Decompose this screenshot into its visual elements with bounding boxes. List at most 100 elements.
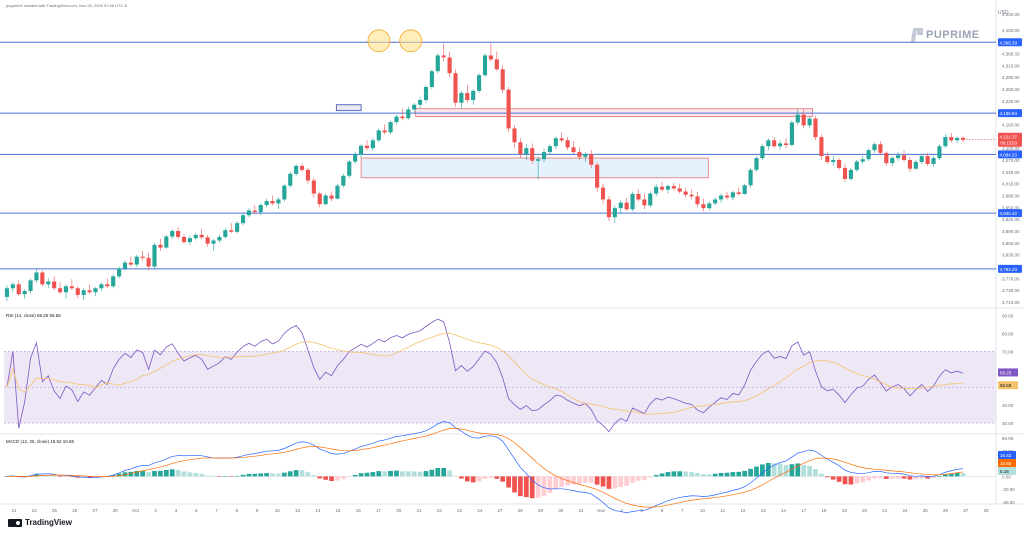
- candle-body: [223, 230, 228, 237]
- candle-body: [943, 137, 948, 147]
- time-axis-tick-label: 2: [154, 508, 157, 513]
- candle-body: [282, 185, 287, 200]
- macd-histogram-bar: [57, 476, 63, 477]
- candle-body: [105, 284, 110, 287]
- price-axis-tick-label: 3,770.00: [1002, 276, 1020, 281]
- macd-histogram-bar: [482, 476, 488, 479]
- candle-body: [158, 244, 163, 248]
- highlight-circle: [399, 29, 423, 53]
- time-axis-tick-label: 30: [113, 508, 119, 513]
- macd-histogram-bar: [535, 476, 541, 498]
- candle-body: [500, 69, 505, 90]
- candle-body: [294, 165, 299, 174]
- macd-current-label: 15.42: [1000, 453, 1012, 458]
- macd-histogram-bar: [807, 465, 812, 477]
- macd-histogram-bar: [624, 476, 630, 486]
- candle-body: [453, 73, 458, 103]
- macd-histogram-bar: [724, 472, 730, 477]
- candle-body: [217, 236, 222, 241]
- macd-histogram-bar: [612, 476, 618, 489]
- price-axis-tick-label: 3,920.00: [1002, 217, 1020, 222]
- macd-histogram-bar: [116, 473, 122, 477]
- macd-histogram-bar: [665, 472, 671, 477]
- macd-histogram-bar: [222, 476, 228, 477]
- macd-histogram-bar: [152, 470, 157, 477]
- candle-body: [683, 191, 688, 195]
- macd-histogram-bar: [435, 467, 441, 477]
- chart-header-text: pupprime created with TradingView.com, N…: [6, 3, 127, 8]
- macd-histogram-bar: [937, 476, 942, 477]
- candle-body: [636, 193, 641, 200]
- candle-body: [748, 169, 753, 186]
- candle-body: [16, 284, 21, 295]
- candle-body: [518, 142, 523, 155]
- candle-body: [46, 281, 51, 285]
- macd-histogram-bar: [217, 476, 222, 477]
- candle-body: [122, 262, 128, 269]
- time-axis-tick-label: 14: [781, 508, 787, 513]
- time-axis-tick-label: 10: [700, 508, 706, 513]
- candle-body: [205, 237, 210, 244]
- candle-body: [10, 284, 15, 289]
- macd-histogram-bar: [199, 473, 205, 477]
- rsi-axis-tick-label: 30.00: [1002, 421, 1014, 426]
- candle-body: [28, 280, 33, 292]
- macd-histogram-bar: [813, 469, 818, 477]
- zone-blue: [360, 157, 709, 179]
- candle-body: [406, 109, 411, 119]
- macd-histogram-bar: [323, 476, 329, 480]
- macd-histogram-bar: [671, 471, 677, 477]
- macd-histogram-bar: [754, 466, 759, 477]
- macd-axis-tick-label: -20.00: [1002, 487, 1015, 492]
- time-axis-tick-label: 3: [175, 508, 178, 513]
- macd-histogram-bar: [653, 474, 659, 477]
- time-axis-tick-label: 30: [558, 508, 564, 513]
- macd-histogram-bar: [523, 476, 529, 498]
- candle-body: [536, 159, 541, 161]
- price-axis-tick-label: 4,310.00: [1002, 63, 1020, 68]
- macd-histogram-bar: [795, 463, 801, 477]
- candle-body: [429, 71, 434, 87]
- candle-body: [240, 215, 246, 224]
- candle-body: [825, 156, 830, 162]
- time-axis-tick-label: 9: [256, 508, 259, 513]
- macd-histogram-bar: [842, 476, 848, 485]
- macd-histogram-bar: [588, 476, 594, 483]
- macd-histogram-bar: [364, 472, 370, 477]
- macd-histogram-bar: [305, 472, 311, 477]
- candle-body: [317, 193, 322, 205]
- macd-histogram-bar: [695, 473, 700, 477]
- macd-histogram-bar: [299, 470, 305, 477]
- candle-body: [441, 55, 446, 58]
- macd-histogram-bar: [789, 464, 795, 477]
- macd-histogram-bar: [518, 476, 523, 497]
- last-price-box: [998, 132, 1022, 147]
- candle-body: [488, 55, 493, 60]
- time-axis-tick-label: 19: [842, 508, 848, 513]
- candle-body: [736, 192, 741, 194]
- candle-body: [370, 140, 375, 149]
- candle-body: [235, 223, 240, 232]
- candle-body: [447, 57, 452, 74]
- candle-body: [860, 159, 865, 162]
- time-axis-tick-label: 20: [862, 508, 868, 513]
- macd-histogram-bar: [488, 476, 494, 479]
- macd-histogram-bar: [559, 476, 565, 487]
- candle-body: [187, 238, 192, 243]
- price-axis-tick-label: 4,400.00: [1002, 28, 1020, 33]
- macd-histogram-bar: [500, 476, 506, 482]
- macd-histogram-bar: [476, 476, 482, 482]
- candle-body: [146, 257, 151, 267]
- time-axis-tick-label: 31: [578, 508, 584, 513]
- macd-histogram-bar: [382, 471, 388, 477]
- macd-histogram-bar: [234, 475, 240, 477]
- macd-histogram-bar: [600, 476, 606, 487]
- macd-histogram-bar: [512, 476, 517, 493]
- highlight-circle: [367, 29, 391, 53]
- candle-body: [81, 290, 86, 295]
- brand-mark-icon: [912, 28, 923, 42]
- candle-body: [854, 161, 859, 170]
- rsi-ma-current-box: [998, 381, 1018, 390]
- brand-name: PUPRIME: [926, 29, 980, 41]
